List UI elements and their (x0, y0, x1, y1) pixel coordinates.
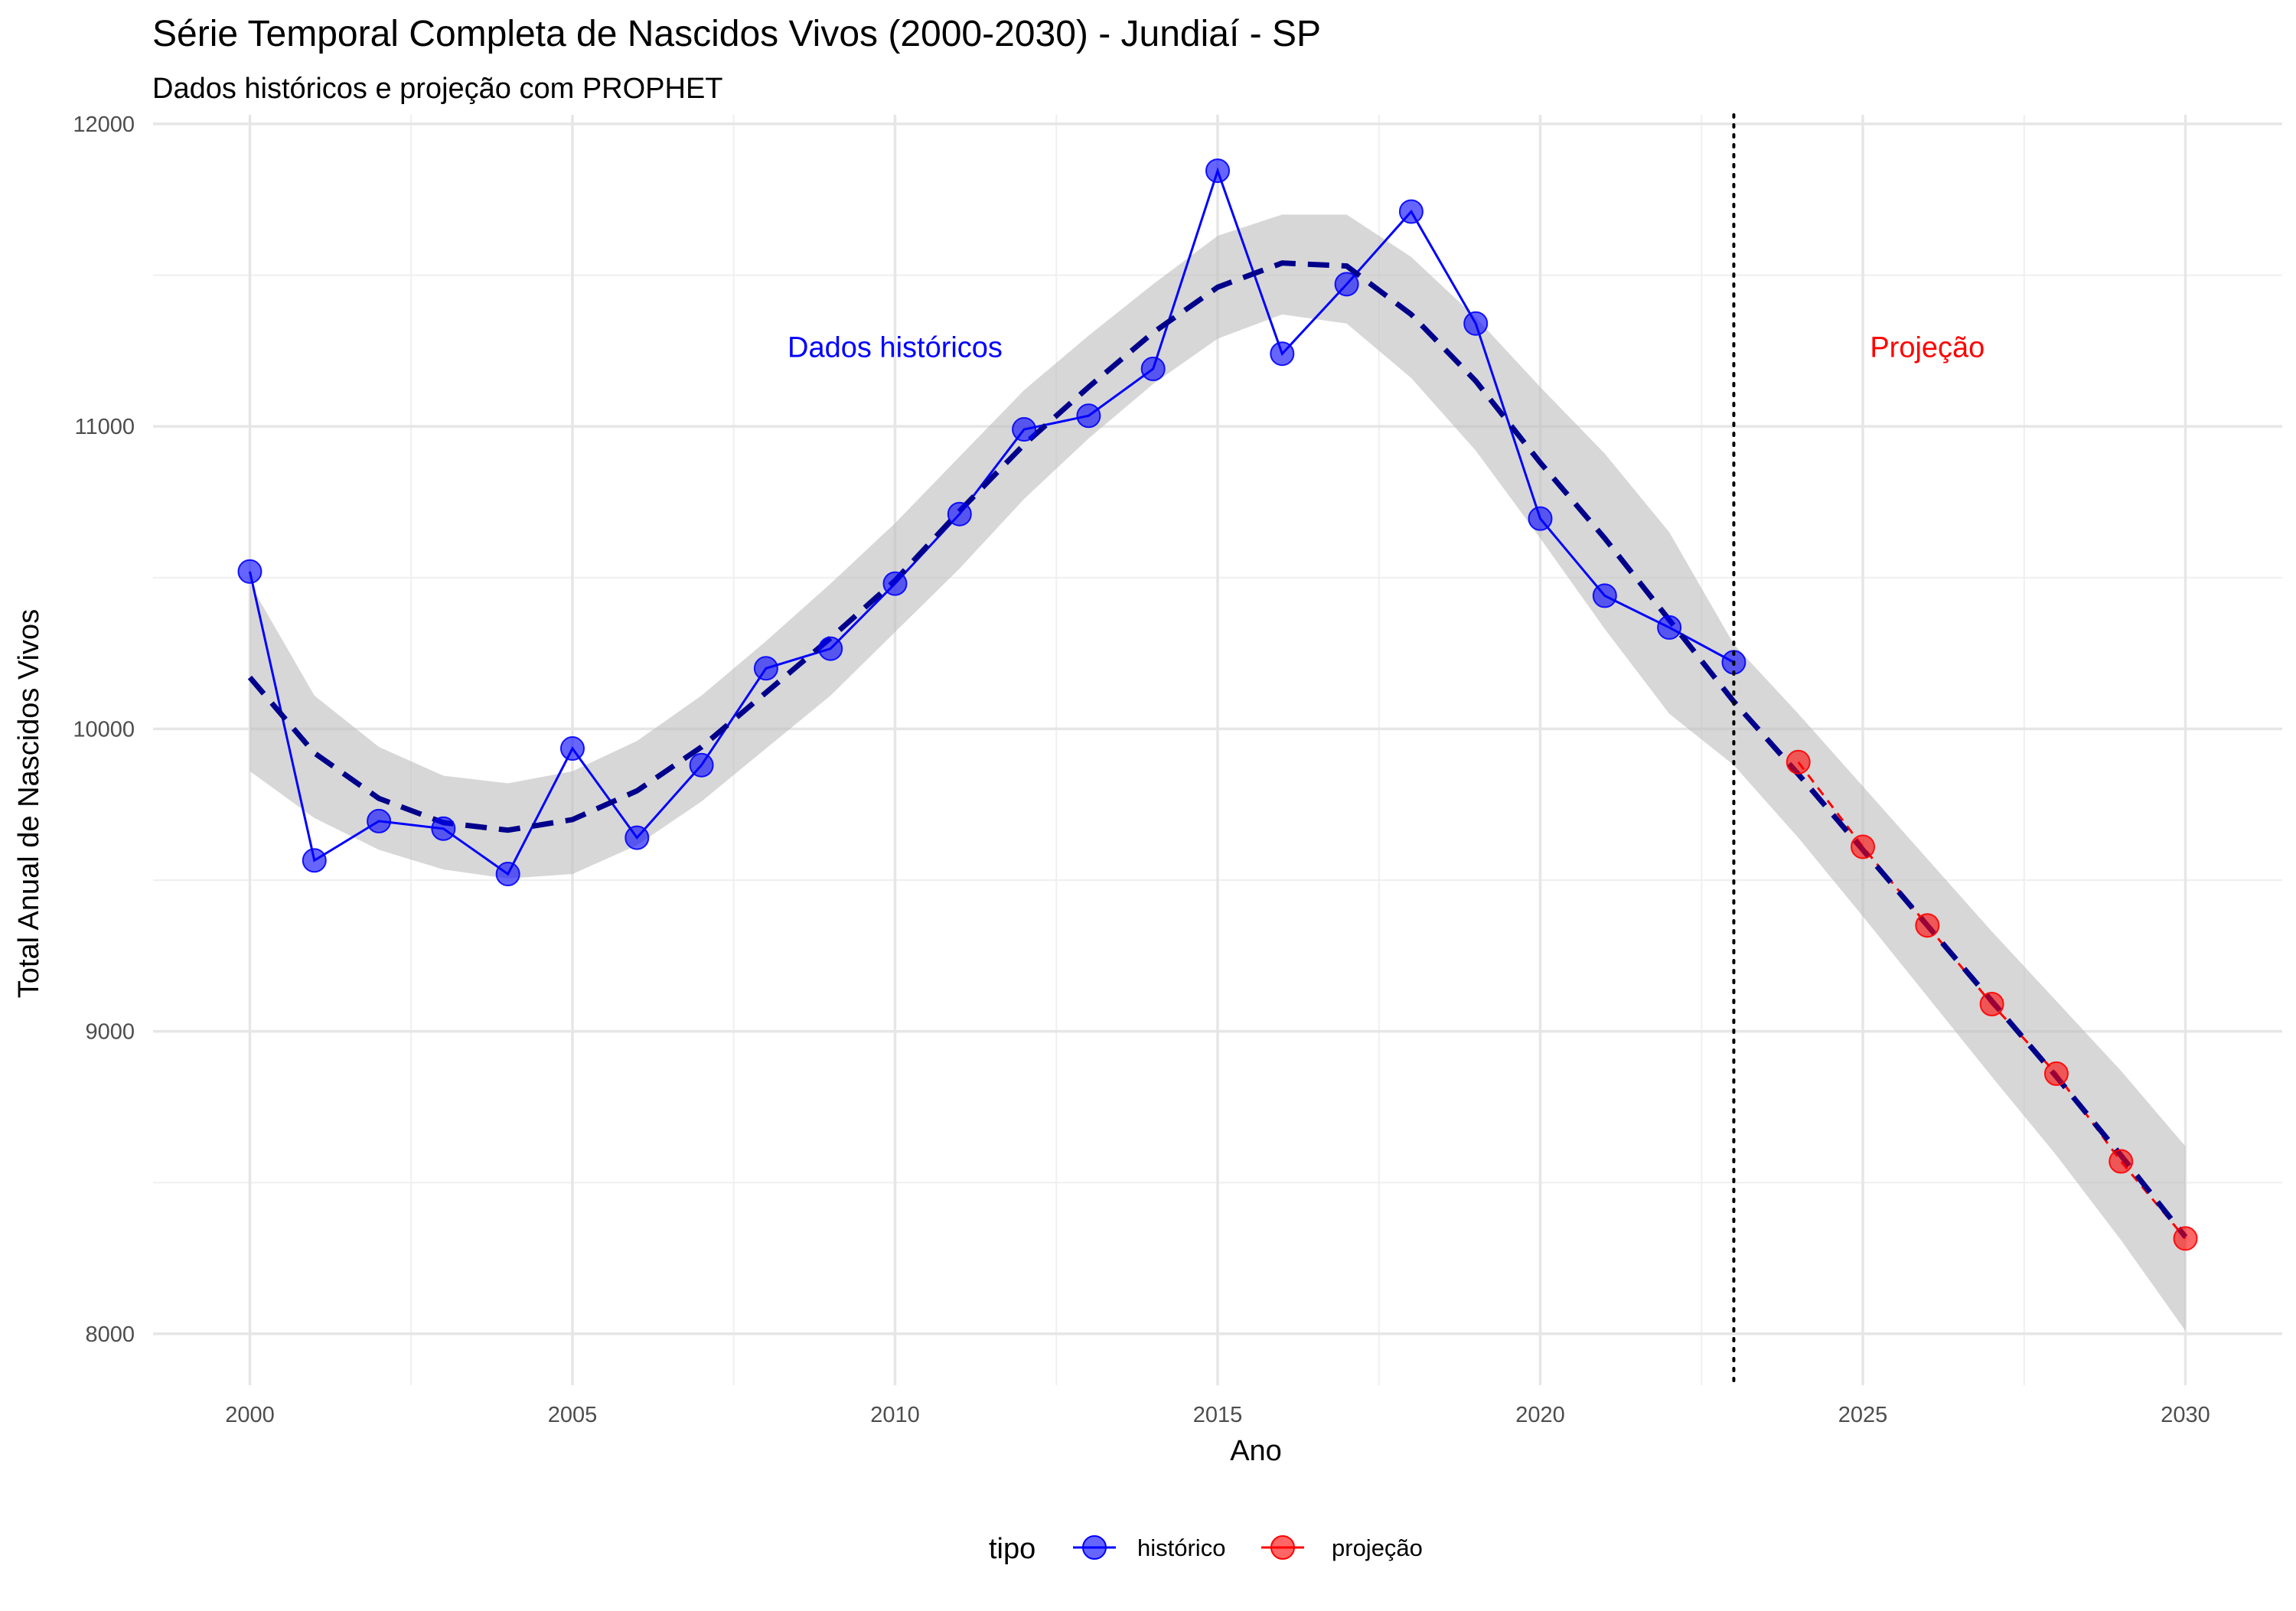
legend-key-point (1082, 1535, 1107, 1560)
data-point-historico (1463, 311, 1489, 336)
x-tick-label: 2020 (1515, 1403, 1565, 1427)
tick-label-layer: 2000 2005 2010 2015 2020 2025 2030 8000 9000 1000… (73, 113, 2210, 1427)
data-point-historico (1076, 403, 1101, 429)
data-point-historico (1528, 506, 1553, 531)
y-tick-label: 12000 (73, 113, 135, 137)
chart-title: Série Temporal Completa de Nascidos Vivo… (152, 14, 1321, 54)
data-point-historico (1334, 272, 1359, 297)
data-point-projecao (1915, 913, 1940, 938)
data-point-projecao (2173, 1226, 2198, 1251)
data-point-historico (1205, 158, 1230, 184)
annotation-label: Dados históricos (788, 331, 1003, 364)
data-point-historico (818, 636, 843, 661)
data-point-historico (237, 559, 263, 584)
data-point-historico (689, 752, 714, 778)
legend-items: histórico projeção (1073, 1534, 1423, 1561)
grid-layer (153, 115, 2282, 1385)
x-tick-label: 2025 (1838, 1403, 1888, 1427)
data-point-historico (882, 571, 908, 596)
data-point-historico (1592, 583, 1617, 608)
x-tick-label: 2000 (225, 1403, 275, 1427)
series-point-layer (237, 158, 2198, 1251)
y-tick-label: 9000 (85, 1020, 135, 1045)
x-tick-label: 2030 (2161, 1403, 2210, 1427)
data-point-historico (431, 816, 456, 841)
data-point-historico (1012, 417, 1037, 442)
data-point-projecao (1979, 992, 2004, 1016)
annotation-label: Projeção (1870, 331, 1985, 364)
y-tick-label: 11000 (75, 415, 135, 439)
data-point-projecao (1786, 749, 1811, 775)
x-tick-label: 2010 (870, 1403, 920, 1427)
x-axis-label: Ano (1230, 1435, 1282, 1467)
x-tick-label: 2005 (548, 1403, 598, 1427)
annotation-layer: Dados históricos Projeção (788, 331, 1985, 364)
legend-key-point (1270, 1535, 1295, 1560)
data-point-historico (753, 656, 778, 681)
series-line-historico (248, 167, 1735, 876)
legend: tipo histórico projeção (989, 1533, 1423, 1565)
legend-label: projeção (1332, 1534, 1423, 1561)
chart-subtitle: Dados históricos e projeção com PROPHET (152, 73, 723, 105)
data-point-historico (1657, 615, 1682, 640)
x-tick-label: 2015 (1193, 1403, 1243, 1427)
data-point-projecao (1851, 834, 1876, 859)
y-tick-label: 8000 (85, 1322, 135, 1347)
legend-label: histórico (1137, 1534, 1225, 1561)
data-point-historico (1398, 199, 1424, 224)
data-point-projecao (2043, 1061, 2069, 1086)
data-point-historico (1270, 341, 1295, 367)
data-point-historico (495, 862, 520, 887)
data-point-historico (559, 736, 585, 761)
data-point-historico (302, 848, 327, 873)
data-point-historico (625, 825, 650, 850)
y-tick-label: 10000 (73, 717, 135, 742)
data-point-projecao (2108, 1149, 2134, 1174)
legend-title: tipo (989, 1533, 1035, 1565)
data-point-historico (1140, 357, 1166, 381)
data-point-historico (947, 501, 972, 527)
y-axis-label: Total Anual de Nascidos Vivos (13, 609, 45, 998)
data-point-historico (367, 808, 392, 833)
